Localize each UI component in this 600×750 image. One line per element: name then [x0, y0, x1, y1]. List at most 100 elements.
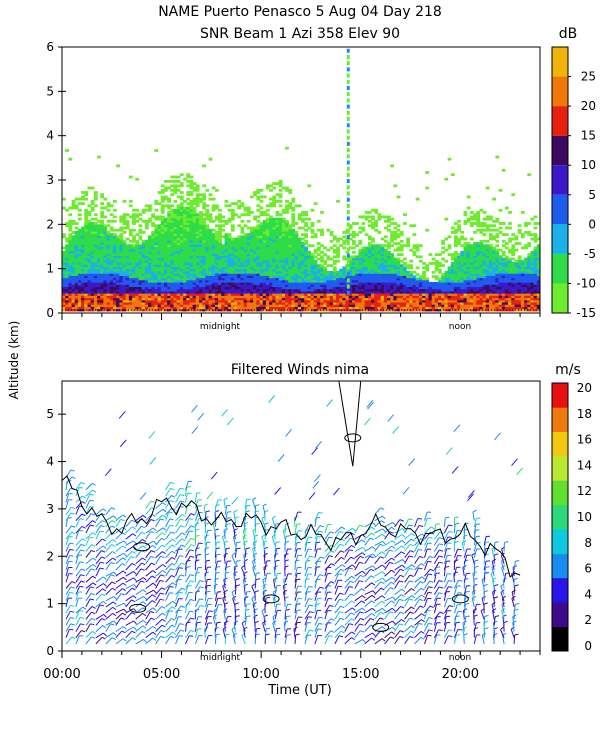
snr-cell — [428, 304, 433, 307]
snr-cell — [93, 277, 98, 281]
snr-cell — [74, 273, 79, 276]
snr-cell — [355, 266, 359, 270]
snr-cell — [262, 297, 267, 301]
snr-cell — [259, 250, 264, 254]
snr-cell — [428, 299, 433, 303]
snr-cell — [415, 266, 420, 270]
snr-cell — [364, 275, 369, 279]
snr-cell — [285, 279, 289, 283]
snr-cell — [77, 213, 82, 217]
snr-cell — [170, 255, 175, 259]
snr-cell — [377, 255, 382, 259]
snr-cell — [396, 282, 401, 285]
snr-cell — [116, 270, 120, 274]
snr-cell — [374, 288, 379, 292]
snr-cell — [463, 279, 468, 283]
snr-cell — [87, 277, 92, 281]
snr-cell — [374, 219, 379, 223]
snr-cell — [106, 282, 111, 285]
snr-cell — [476, 282, 481, 285]
snr-cell — [396, 264, 401, 268]
snr-cell — [438, 297, 442, 301]
snr-cell — [218, 306, 222, 310]
snr-cell — [278, 270, 283, 274]
snr-cell — [262, 237, 267, 241]
snr-cell — [425, 286, 430, 290]
snr-cell — [84, 239, 89, 243]
snr-cell — [352, 288, 356, 292]
snr-cell — [116, 164, 120, 168]
snr-cell — [361, 264, 366, 268]
snr-cell — [167, 231, 171, 234]
snr-cell — [396, 233, 401, 237]
snr-cell — [195, 248, 200, 252]
snr-cell — [367, 279, 372, 283]
snr-cell — [179, 250, 184, 254]
snr-cell — [361, 293, 366, 296]
snr-cell — [450, 301, 455, 305]
snr-cell — [278, 266, 283, 270]
snr-cell — [422, 273, 426, 276]
snr-cell — [418, 308, 423, 312]
snr-cell — [438, 270, 442, 274]
snr-cell — [189, 262, 194, 265]
snr-cell — [148, 275, 152, 279]
snr-cell — [482, 304, 487, 307]
snr-cell — [71, 219, 76, 223]
snr-cell — [138, 264, 143, 268]
snr-cell — [205, 297, 210, 301]
snr-cell — [77, 270, 82, 274]
snr-cell — [113, 299, 117, 303]
snr-cell — [211, 304, 216, 307]
snr-cell — [119, 250, 124, 254]
snr-cell — [444, 275, 449, 279]
snr-cell — [230, 257, 235, 261]
snr-cell — [387, 301, 391, 305]
snr-cell — [473, 242, 477, 245]
snr-cell — [313, 286, 318, 290]
snr-cell — [412, 301, 417, 305]
snr-cell — [87, 231, 92, 234]
snr-cell — [438, 282, 442, 285]
snr-cell — [272, 250, 277, 254]
snr-cell — [183, 219, 187, 223]
snr-cell — [457, 242, 461, 245]
snr-cell — [336, 246, 340, 250]
snr-cell — [68, 297, 73, 301]
snr-cell — [116, 268, 120, 272]
snr-cell — [211, 301, 216, 305]
snr-cell — [87, 299, 92, 303]
snr-cell — [297, 246, 302, 250]
snr-cell — [454, 255, 458, 259]
snr-cell — [113, 279, 117, 283]
snr-cell — [256, 197, 261, 201]
snr-cell — [65, 224, 69, 228]
snr-cell — [154, 244, 159, 248]
snr-cell — [202, 228, 206, 232]
snr-cell — [84, 219, 89, 223]
snr-cell — [473, 217, 477, 221]
snr-cell — [173, 299, 178, 303]
snr-cell — [227, 308, 232, 312]
snr-cell — [100, 211, 104, 214]
snr-cell — [167, 250, 171, 254]
snr-cell — [256, 306, 261, 310]
snr-cell — [406, 288, 410, 292]
snr-cell — [100, 304, 104, 307]
snr-cell — [380, 293, 385, 296]
snr-cell — [339, 286, 343, 290]
snr-cell — [403, 273, 407, 276]
snr-cell — [154, 259, 159, 263]
snr-cell — [444, 293, 449, 296]
snr-cell — [199, 215, 203, 219]
snr-cell — [87, 237, 92, 241]
snr-cell — [272, 199, 277, 203]
snr-cell — [138, 268, 143, 272]
snr-cell — [189, 211, 194, 214]
snr-cell — [113, 270, 117, 274]
snr-cell — [246, 284, 251, 288]
snr-cell — [310, 264, 315, 268]
snr-cell — [160, 242, 165, 245]
snr-cell — [160, 277, 165, 281]
snr-cell — [393, 277, 398, 281]
